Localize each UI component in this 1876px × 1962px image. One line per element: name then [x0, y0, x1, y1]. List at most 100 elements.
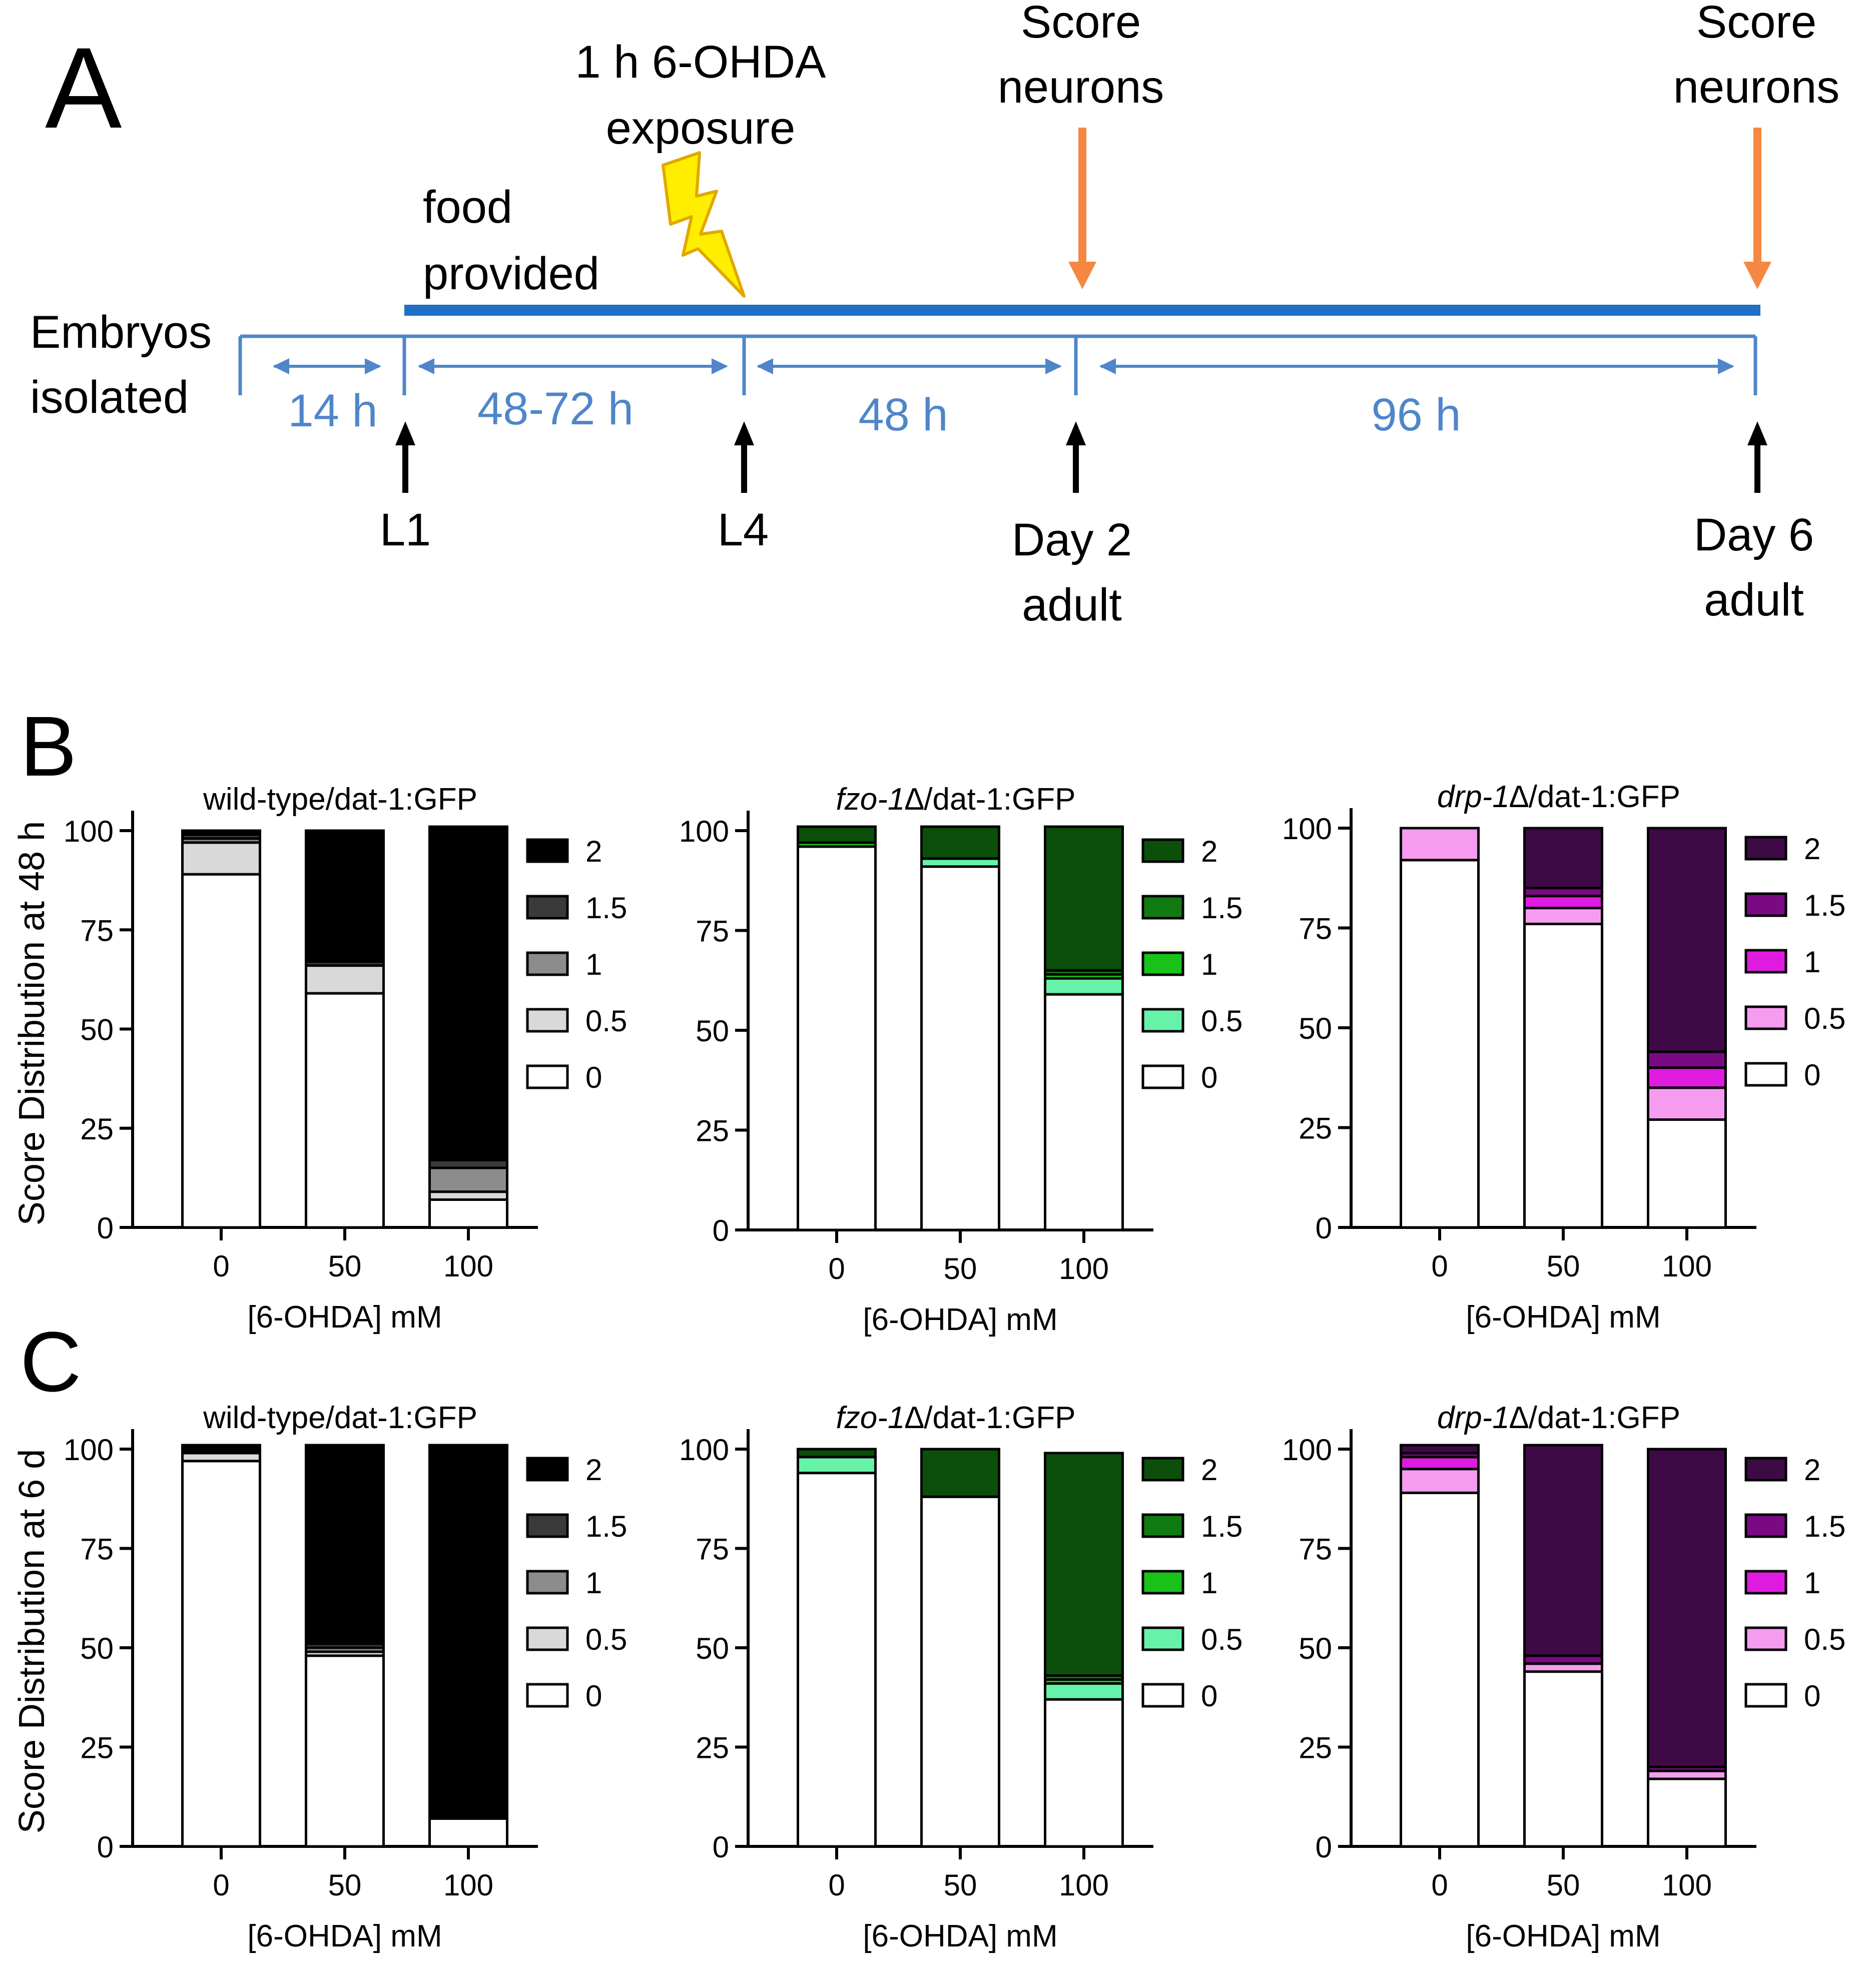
bar-segment [920, 1448, 1000, 1498]
legend-swatch [526, 1008, 569, 1033]
legend-swatch [526, 1626, 569, 1651]
bar-segment [181, 1460, 261, 1848]
chart-title: wild-type/dat-1:GFP [203, 782, 477, 817]
y-tick-label: 100 [64, 815, 114, 848]
x-tick-label: 50 [328, 1868, 362, 1902]
y-tick-label: 75 [696, 915, 729, 948]
exposure-label-line2: exposure [606, 103, 795, 154]
y-tick-label: 25 [80, 1112, 114, 1146]
legend-swatch [526, 895, 569, 920]
legend-swatch [1744, 1513, 1787, 1538]
chart-title-rest: /dat-1:GFP [924, 782, 1075, 817]
legend-label: 1.5 [1804, 1510, 1845, 1543]
legend-label: 0 [1804, 1679, 1820, 1713]
legend-label: 1 [585, 1566, 602, 1600]
bar-segment [428, 1198, 508, 1229]
chart-title-italic: fzo-1∆ [836, 782, 924, 817]
bar-segment [305, 829, 385, 963]
y-tick-label: 50 [80, 1013, 114, 1047]
bar-segment [1523, 895, 1603, 910]
bar-segment [305, 964, 385, 995]
legend-swatch [1744, 1683, 1787, 1708]
y-tick-label: 0 [713, 1214, 729, 1247]
legend-label: 0.5 [585, 1004, 627, 1038]
x-tick-label: 100 [443, 1249, 493, 1283]
legend-swatch [1744, 1005, 1787, 1030]
bar-segment [1044, 1682, 1124, 1701]
chart-title: wild-type/dat-1:GFP [203, 1401, 477, 1435]
bar-segment [1044, 1452, 1124, 1677]
legend-label: 2 [1201, 835, 1217, 868]
y-tick-label: 75 [80, 914, 114, 947]
legend-swatch [1141, 1683, 1184, 1708]
lightning-bolt-icon [662, 151, 746, 298]
interval-label-14h: 14 h [288, 385, 377, 436]
score-arrow-2-icon [1743, 128, 1771, 289]
y-tick-label: 0 [1316, 1830, 1332, 1864]
y-tick-label: 0 [713, 1830, 729, 1864]
y-tick-label: 100 [64, 1433, 114, 1467]
bar-segment [428, 825, 508, 1161]
bar-segment [1647, 1086, 1727, 1121]
bar-segment [305, 992, 385, 1229]
chart-title: drp-1∆/dat-1:GFP [1437, 1401, 1680, 1435]
bar-segment [181, 873, 261, 1229]
legend-label: 0.5 [1201, 1004, 1242, 1038]
legend-label: 0.5 [1804, 1002, 1845, 1035]
bar-segment [797, 845, 877, 1231]
panel-c-label: C [20, 1315, 82, 1410]
y-tick-label: 100 [1282, 812, 1332, 846]
bar-segment [1400, 1468, 1480, 1494]
bar-segment [1044, 993, 1124, 1231]
bar-segment [428, 1444, 508, 1820]
legend-swatch [526, 1064, 569, 1089]
legend-swatch [1744, 1626, 1787, 1651]
legend-label: 1.5 [1201, 1510, 1242, 1543]
chart-title: fzo-1∆/dat-1:GFP [836, 1401, 1076, 1435]
interval-label-48h: 48 h [858, 389, 948, 440]
stage-label-day6-line2: adult [1704, 574, 1804, 625]
bar-segment [305, 1654, 385, 1848]
legend-label: 0.5 [1201, 1623, 1242, 1656]
exposure-label-line1: 1 h 6-OHDA [575, 37, 826, 88]
y-tick-label: 50 [80, 1632, 114, 1665]
x-tick-label: 100 [1662, 1249, 1712, 1283]
y-tick-label: 25 [80, 1731, 114, 1765]
stage-label-day2-line2: adult [1022, 579, 1122, 630]
legend-swatch [1744, 1062, 1787, 1087]
x-tick-label: 0 [213, 1249, 229, 1283]
legend-swatch [1141, 1513, 1184, 1538]
interval-arrows [273, 358, 1734, 374]
legend-swatch [526, 951, 569, 976]
bar-segment [1647, 827, 1727, 1053]
legend-label: 1.5 [1804, 889, 1845, 922]
legend-label: 1.5 [1201, 891, 1242, 925]
bar-segment [1523, 923, 1603, 1229]
y-tick-label: 0 [1316, 1211, 1332, 1245]
legend-swatch [1141, 1064, 1184, 1089]
legend-label: 0 [1201, 1061, 1217, 1094]
legend-label: 1 [1201, 948, 1217, 981]
bar-segment [1523, 1444, 1603, 1657]
bar-segment [181, 829, 261, 836]
bar-segment [1647, 1066, 1727, 1089]
y-tick-label: 100 [1282, 1433, 1332, 1467]
bar-segment [181, 841, 261, 876]
legend-swatch [1141, 1626, 1184, 1651]
chart-title: fzo-1∆/dat-1:GFP [836, 782, 1076, 817]
legend-label: 0 [585, 1679, 602, 1713]
legend-label: 1 [1804, 1566, 1820, 1600]
bar-segment [1400, 859, 1480, 1229]
x-axis-title: [6-OHDA] mM [247, 1919, 442, 1953]
legend-label: 2 [1804, 1453, 1820, 1487]
interval-label-48-72h: 48-72 h [477, 383, 634, 434]
y-tick-label: 0 [97, 1830, 114, 1864]
legend-swatch [1141, 895, 1184, 920]
legend-label: 0.5 [585, 1623, 627, 1656]
bar-segment [1523, 1670, 1603, 1848]
x-tick-label: 100 [1662, 1868, 1712, 1902]
bar-segment [1647, 1777, 1727, 1848]
y-tick-label: 50 [1299, 1632, 1332, 1665]
